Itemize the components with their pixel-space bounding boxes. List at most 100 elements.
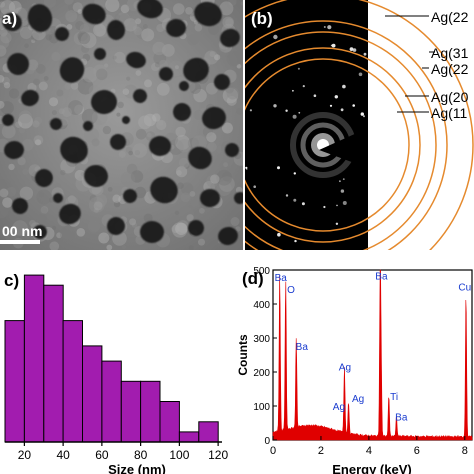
scale-bar-label: 00 nm bbox=[2, 223, 42, 239]
texture-blob bbox=[132, 143, 147, 158]
nanoparticle bbox=[2, 114, 14, 126]
peak-label: O bbox=[287, 285, 295, 296]
tem-image-panel: 00 nm a) bbox=[0, 0, 243, 250]
saed-pattern-panel: Ag(22 Ag(31 Ag(22 Ag(20 Ag(11 (b) bbox=[245, 0, 474, 250]
nanoparticle bbox=[106, 20, 126, 40]
nanoparticle bbox=[123, 189, 137, 203]
nanoparticle bbox=[140, 221, 164, 243]
diffraction-spot bbox=[352, 48, 357, 52]
texture-blob bbox=[133, 26, 143, 36]
texture-blob bbox=[218, 44, 227, 53]
texture-blob bbox=[173, 3, 185, 15]
nanoparticle bbox=[188, 220, 204, 236]
x-axis-label: Energy (keV) bbox=[332, 462, 411, 474]
texture-blob bbox=[177, 139, 191, 153]
scale-bar bbox=[0, 240, 40, 244]
texture-blob bbox=[222, 171, 232, 182]
histogram-bar bbox=[82, 345, 103, 443]
texture-blob bbox=[186, 7, 196, 17]
texture-blob bbox=[219, 176, 235, 193]
diffraction-spot bbox=[294, 239, 297, 243]
texture-blob bbox=[64, 0, 74, 5]
texture-blob bbox=[88, 196, 105, 213]
texture-blob bbox=[190, 197, 202, 208]
diffraction-ring bbox=[245, 31, 437, 250]
diffraction-ring bbox=[245, 20, 448, 250]
x-tick-label: 2 bbox=[318, 445, 324, 457]
texture-blob bbox=[3, 82, 11, 89]
texture-blob bbox=[62, 107, 72, 118]
diffraction-spot bbox=[277, 166, 280, 170]
texture-blob bbox=[1, 124, 16, 139]
texture-blob bbox=[236, 63, 242, 69]
nanoparticle bbox=[34, 169, 53, 187]
nanoparticle bbox=[202, 106, 226, 130]
texture-blob bbox=[143, 113, 157, 127]
nanoparticle bbox=[214, 74, 230, 90]
nanoparticle bbox=[84, 164, 108, 188]
texture-blob bbox=[174, 210, 180, 215]
texture-blob bbox=[68, 100, 83, 115]
texture-blob bbox=[79, 23, 90, 34]
texture-blob bbox=[34, 116, 42, 125]
diffraction-spot bbox=[302, 85, 305, 88]
texture-blob bbox=[8, 163, 15, 171]
x-tick-label: 40 bbox=[56, 448, 70, 462]
texture-blob bbox=[0, 32, 12, 44]
texture-blob bbox=[75, 21, 85, 30]
texture-blob bbox=[221, 122, 233, 134]
texture-blob bbox=[84, 127, 100, 143]
texture-blob bbox=[0, 202, 9, 219]
texture-blob bbox=[114, 13, 121, 20]
texture-blob bbox=[235, 226, 241, 232]
texture-blob bbox=[199, 207, 205, 214]
texture-blob bbox=[184, 163, 190, 169]
nanoparticle bbox=[91, 89, 117, 115]
texture-blob bbox=[143, 24, 148, 29]
diffraction-spot bbox=[292, 114, 297, 119]
texture-blob bbox=[132, 25, 140, 33]
diffraction-spot bbox=[313, 94, 317, 97]
texture-blob bbox=[76, 228, 86, 237]
texture-blob bbox=[27, 59, 39, 71]
texture-blob bbox=[194, 23, 203, 32]
texture-blob bbox=[193, 88, 207, 103]
texture-blob bbox=[51, 51, 61, 62]
nanoparticle bbox=[137, 0, 163, 19]
texture-blob bbox=[126, 163, 138, 175]
diffraction-spot bbox=[358, 72, 363, 77]
peak-label: Ba bbox=[375, 272, 388, 283]
nanoparticle bbox=[94, 48, 106, 60]
texture-blob bbox=[135, 18, 142, 25]
texture-blob bbox=[68, 1, 80, 13]
histogram-bar bbox=[178, 431, 200, 443]
texture-blob bbox=[185, 7, 193, 15]
ring-label: Ag(22 bbox=[431, 9, 469, 25]
texture-blob bbox=[17, 157, 26, 166]
texture-blob bbox=[6, 186, 17, 197]
texture-blob bbox=[206, 82, 218, 95]
x-tick-label: 4 bbox=[366, 445, 372, 457]
nanoparticle bbox=[133, 89, 147, 103]
texture-blob bbox=[156, 119, 167, 131]
texture-blob bbox=[29, 219, 36, 227]
texture-blob bbox=[18, 110, 32, 124]
texture-blob bbox=[120, 4, 130, 14]
y-tick-label: 300 bbox=[253, 334, 270, 345]
texture-blob bbox=[49, 241, 60, 250]
texture-blob bbox=[0, 0, 16, 16]
texture-blob bbox=[64, 82, 72, 90]
texture-blob bbox=[178, 157, 190, 169]
histogram-bar bbox=[159, 401, 180, 443]
y-tick-label: 200 bbox=[253, 368, 270, 379]
texture-blob bbox=[33, 135, 44, 146]
diffraction-spot bbox=[273, 104, 277, 108]
nanoparticle bbox=[122, 116, 130, 124]
texture-blob bbox=[122, 88, 130, 95]
texture-blob bbox=[141, 28, 155, 42]
texture-blob bbox=[0, 35, 10, 50]
diffraction-spot bbox=[349, 47, 354, 51]
nanoparticle bbox=[59, 57, 85, 83]
size-histogram: 20 40 60 80 100 120 Size (nm) c) bbox=[4, 271, 228, 474]
